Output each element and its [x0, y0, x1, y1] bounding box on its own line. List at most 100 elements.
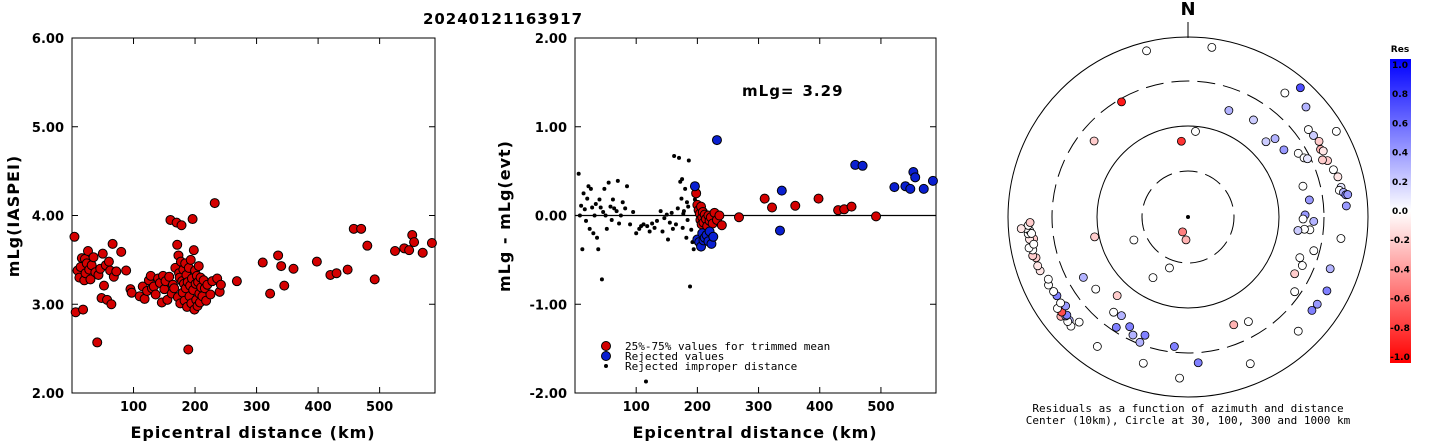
- station-point: [1138, 358, 1148, 368]
- x-tick-label: 400: [305, 400, 332, 415]
- x-tick-label: 300: [745, 400, 772, 415]
- improper-distance-point: [592, 213, 597, 218]
- trimmed-mean-point: [767, 202, 778, 213]
- station-point: [1092, 342, 1102, 351]
- improper-distance-point: [591, 231, 596, 236]
- legend: 25%-75% values for trimmed mean Rejected…: [601, 340, 830, 373]
- x-ticks: 100 200 300 400 500: [120, 38, 393, 415]
- station-point: [1176, 136, 1186, 146]
- station-point: [1175, 373, 1184, 383]
- station-point: [1298, 214, 1308, 224]
- station-point: [1336, 234, 1346, 243]
- y-axis-label: mLg - mLg(evt): [495, 140, 514, 292]
- data-point: [331, 268, 342, 279]
- data-point: [107, 238, 118, 249]
- improper-distance-point: [604, 226, 609, 231]
- improper-distance-point: [588, 186, 593, 191]
- rejected-point: [910, 172, 921, 183]
- station-point: [1329, 165, 1338, 175]
- station-point: [1112, 291, 1122, 301]
- y-tick-label: 6.00: [32, 32, 64, 47]
- data-point: [88, 252, 99, 263]
- station-point: [1304, 195, 1314, 205]
- improper-distance-point: [582, 207, 587, 212]
- data-point: [150, 289, 161, 300]
- improper-distance-point: [620, 200, 625, 205]
- station-point: [1111, 322, 1121, 332]
- rejected-point: [774, 225, 785, 236]
- data-point: [172, 239, 183, 250]
- station-point: [1056, 298, 1065, 308]
- improper-distance-point: [576, 171, 581, 176]
- data-point: [215, 279, 226, 290]
- improper-distance-point: [681, 209, 686, 214]
- data-point: [426, 238, 437, 249]
- data-point: [404, 245, 415, 256]
- ring-30km: [1141, 170, 1235, 264]
- x-tick-label: 100: [623, 400, 650, 415]
- colorbar-ticks: 1.0 0.8 0.6 0.4 0.2 0.0 -0.2 -0.4 -0.6 -0.8 -1.0: [1390, 61, 1410, 363]
- data-point: [187, 214, 198, 225]
- improper-distance-point: [680, 225, 685, 230]
- station-point: [1314, 136, 1324, 146]
- station-point: [1290, 269, 1300, 279]
- x-tick-label: 500: [366, 400, 393, 415]
- north-label: N: [1180, 0, 1195, 20]
- station-point: [1043, 274, 1053, 284]
- improper-distance-point: [645, 224, 650, 229]
- station-point: [1249, 115, 1258, 125]
- station-point: [1142, 46, 1151, 56]
- improper-distance-point: [587, 226, 592, 231]
- colorbar-tick-label: 0.4: [1392, 149, 1408, 159]
- rejected-point: [889, 182, 900, 193]
- improper-distance-point: [688, 284, 693, 289]
- improper-distance-point: [683, 186, 688, 191]
- station-point: [1181, 235, 1191, 245]
- data-point: [106, 299, 117, 310]
- legend-marker-trimmed: [601, 341, 611, 351]
- data-point: [209, 198, 220, 209]
- improper-distance-point: [647, 229, 652, 234]
- station-point: [1279, 145, 1289, 155]
- station-point: [1207, 42, 1217, 52]
- station-point: [1033, 261, 1043, 271]
- mlg-annotation: mLg= 3.29: [742, 82, 844, 100]
- colorbar-tick-label: 0.8: [1392, 90, 1408, 100]
- improper-distance-point: [609, 217, 614, 222]
- data-point: [78, 304, 89, 315]
- station-point: [1293, 148, 1303, 158]
- y-tick-label: 4.00: [32, 210, 64, 225]
- data-point: [369, 274, 380, 285]
- improper-distance-point: [584, 218, 589, 223]
- legend-marker-improper: [604, 364, 608, 368]
- data-point: [356, 223, 367, 234]
- data-point: [92, 337, 103, 348]
- improper-distance-point: [606, 180, 611, 185]
- data-point: [279, 280, 290, 291]
- improper-distance-point: [634, 231, 639, 236]
- colorbar-tick-label: 1.0: [1392, 61, 1408, 71]
- ring-1000km: [1007, 36, 1369, 398]
- data-point: [273, 250, 284, 261]
- station-point: [1029, 239, 1039, 249]
- improper-distance-point: [586, 184, 591, 189]
- data-point: [288, 263, 299, 274]
- data-point: [311, 256, 322, 267]
- data-point: [85, 274, 96, 285]
- station-point: [1109, 307, 1119, 317]
- improper-distance-point: [631, 209, 636, 214]
- data-point: [183, 344, 194, 355]
- rejected-point: [918, 183, 929, 194]
- station-point: [1325, 264, 1335, 274]
- improper-distance-point: [580, 247, 585, 252]
- colorbar-title: Res: [1391, 45, 1409, 55]
- y-axis-label: mLg(IASPEI): [4, 155, 23, 277]
- colorbar-tick-label: 0.6: [1392, 119, 1408, 129]
- trimmed-mean-point: [759, 193, 770, 204]
- improper-distance-point: [610, 197, 615, 202]
- data-point: [362, 240, 373, 251]
- data-points: [69, 198, 437, 355]
- trimmed-mean-point: [733, 212, 744, 223]
- improper-distance-point: [608, 204, 613, 209]
- rejected-point: [927, 175, 938, 186]
